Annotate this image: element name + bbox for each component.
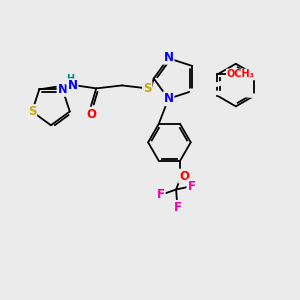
Text: OCH₃: OCH₃ — [227, 69, 255, 80]
Text: O: O — [179, 169, 189, 183]
Text: N: N — [68, 80, 77, 92]
Text: O: O — [86, 108, 96, 121]
Text: S: S — [28, 105, 36, 118]
Text: F: F — [188, 180, 196, 193]
Text: N: N — [164, 92, 173, 105]
Text: N: N — [58, 83, 68, 96]
Text: H: H — [66, 74, 74, 84]
Text: N: N — [164, 51, 173, 64]
Text: F: F — [174, 201, 182, 214]
Text: F: F — [157, 188, 165, 201]
Text: S: S — [143, 82, 152, 95]
